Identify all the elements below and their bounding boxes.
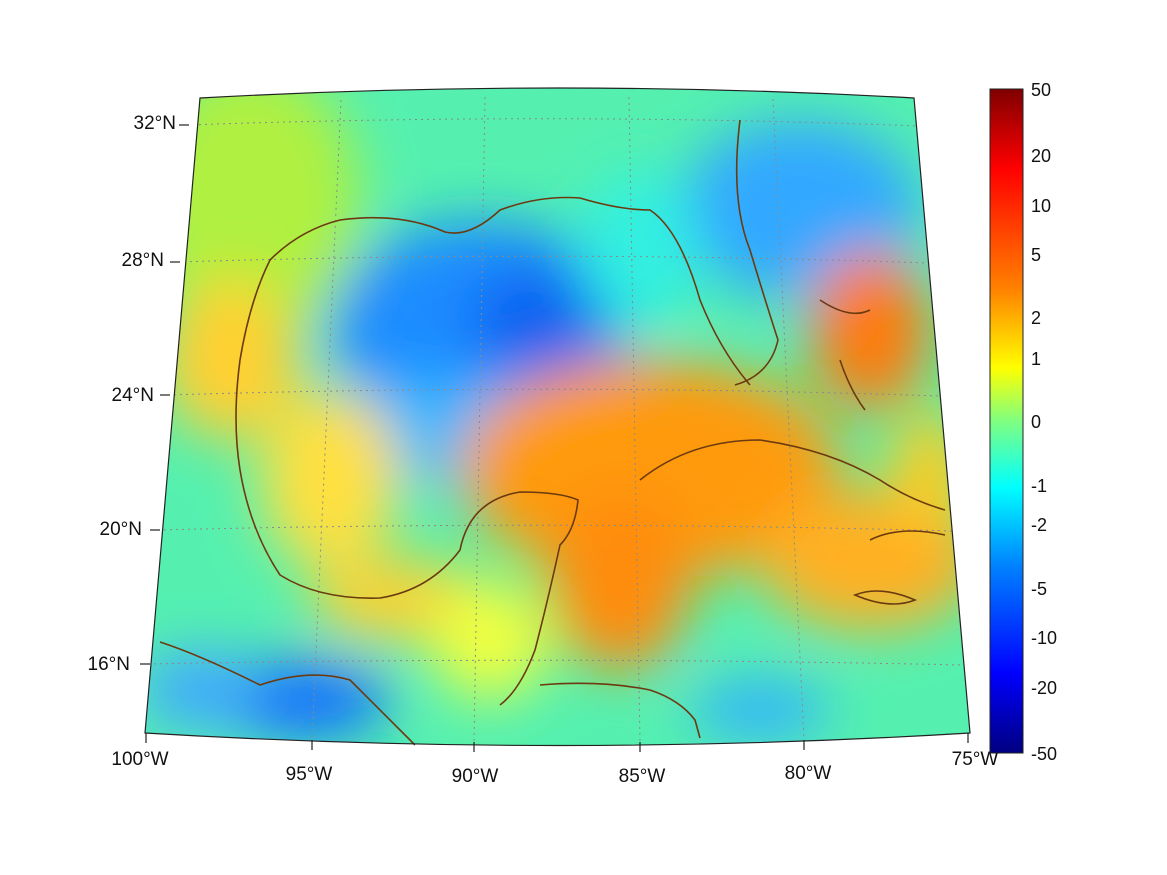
colorbar-label: -1 <box>1031 476 1047 496</box>
colorbar: 50 20 10 5 2 1 0 -1 -2 -5 -10 -20 -50 <box>989 80 1057 764</box>
colorbar-label: 1 <box>1031 349 1041 369</box>
lon-label: 90°W <box>452 766 499 787</box>
colorbar-label: 50 <box>1031 80 1051 100</box>
frame-ticks <box>140 124 969 752</box>
lon-label: 75°W <box>952 749 999 770</box>
lat-label: 20°N <box>100 519 142 540</box>
colorbar-gradient <box>989 88 1024 754</box>
colorbar-label: 0 <box>1031 412 1041 432</box>
coastlines <box>159 119 946 746</box>
lat-label: 32°N <box>134 113 176 134</box>
colorbar-label: 2 <box>1031 308 1041 328</box>
colorbar-label: -50 <box>1031 744 1057 764</box>
colorbar-label: 10 <box>1031 196 1051 216</box>
colorbar-label: 5 <box>1031 245 1041 265</box>
graticule <box>147 96 963 743</box>
map-frame <box>144 87 971 747</box>
colorbar-label: -5 <box>1031 579 1047 599</box>
lon-tick-labels: 100°W 95°W 90°W 85°W 80°W 75°W <box>111 749 998 787</box>
data-field <box>145 88 970 746</box>
lat-label: 16°N <box>88 654 130 675</box>
colorbar-label: -10 <box>1031 628 1057 648</box>
lon-label: 80°W <box>785 763 832 784</box>
colorbar-label: 20 <box>1031 146 1051 166</box>
lat-label: 28°N <box>122 250 164 271</box>
lat-label: 24°N <box>112 385 154 406</box>
lon-label: 95°W <box>286 764 333 785</box>
colorbar-label: -20 <box>1031 678 1057 698</box>
lon-label: 85°W <box>619 766 666 787</box>
colorbar-label: -2 <box>1031 515 1047 535</box>
lat-tick-labels: 16°N 20°N 24°N 28°N 32°N <box>88 113 176 675</box>
lon-label: 100°W <box>111 749 168 770</box>
